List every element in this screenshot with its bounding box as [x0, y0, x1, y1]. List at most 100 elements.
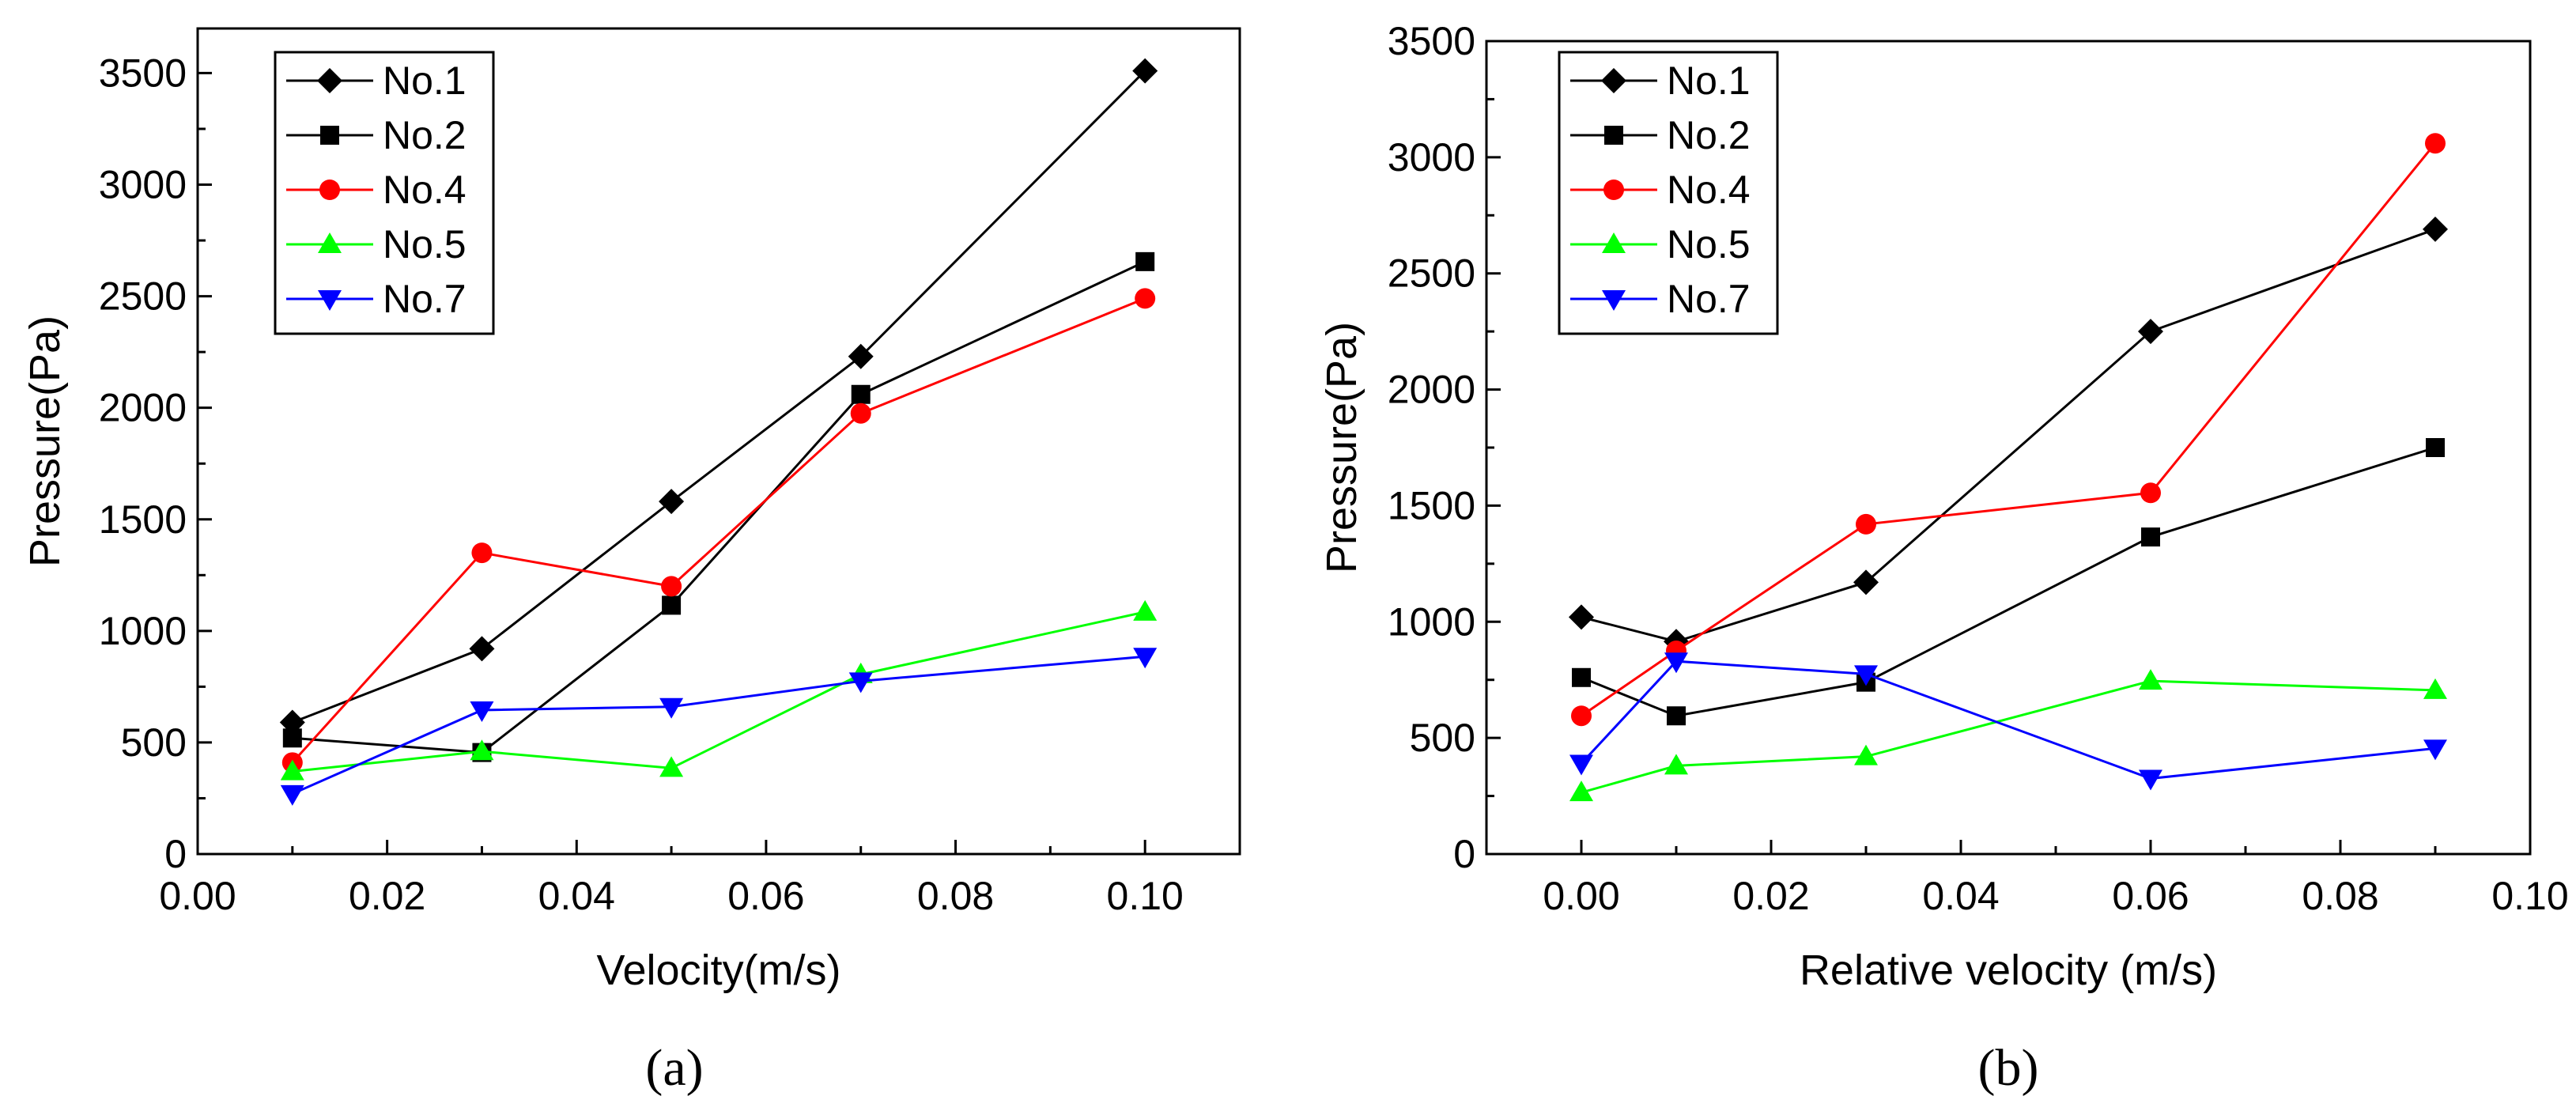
series-line-no4 [291, 297, 1146, 764]
data-point-no2 [851, 384, 871, 404]
y-tick-label: 3000 [1388, 135, 1475, 180]
legend-marker-no2 [320, 126, 339, 145]
series-line-no7 [292, 655, 1146, 796]
series-line-no2 [1581, 446, 2436, 717]
legend-marker-no5 [1602, 232, 1626, 253]
data-point-no1 [1853, 569, 1879, 595]
legend-label-no5: No.5 [383, 222, 466, 266]
data-point-no2 [1135, 251, 1155, 271]
legend-marker-no5 [318, 232, 342, 253]
legend-label-no7: No.7 [383, 277, 466, 321]
plot-frame [196, 27, 1241, 856]
data-point-no2 [2426, 438, 2445, 457]
legend-label-no1: No.1 [1667, 59, 1751, 103]
data-point-no2 [2141, 527, 2160, 547]
x-tick-label: 0.06 [2112, 874, 2189, 918]
data-point-no1 [659, 489, 685, 515]
legend: No.1 No.2 No.4 No.5 No.7 [1558, 51, 1779, 335]
legend-label-no2: No.2 [383, 113, 466, 157]
data-point-no5 [2423, 678, 2447, 699]
data-point-no7 [1664, 652, 1688, 674]
y-tick-label: 2500 [1388, 251, 1475, 296]
x-tick-label: 0.02 [1732, 874, 1809, 918]
x-tick-label: 0.04 [1922, 874, 1999, 918]
data-point-no1 [469, 636, 495, 662]
data-point-no5 [2139, 669, 2162, 690]
legend: No.1 No.2 No.4 No.5 No.7 [274, 51, 495, 335]
data-point-no2 [1572, 667, 1591, 687]
data-point-no7 [1133, 648, 1158, 669]
data-point-no2 [662, 595, 682, 615]
data-point-no7 [1569, 754, 1593, 776]
data-point-no4 [1135, 288, 1156, 309]
data-point-no4 [661, 576, 682, 597]
data-point-no1 [1132, 58, 1158, 84]
data-point-no4 [1571, 705, 1592, 727]
y-axis-label: Pressure(Pa) [21, 316, 69, 567]
x-tick-label: 0.08 [2302, 874, 2378, 918]
data-point-no1 [848, 343, 874, 369]
data-point-no2 [282, 728, 302, 748]
y-tick-label: 2000 [99, 386, 187, 430]
data-point-no5 [280, 759, 304, 780]
y-tick-label: 1000 [1388, 599, 1475, 644]
legend-frame [274, 51, 495, 335]
data-point-no5 [470, 739, 494, 761]
y-axis-label: Pressure(Pa) [1318, 322, 1365, 573]
data-point-no4 [1856, 513, 1876, 535]
panel-a: 0.00 0.02 0.04 0.06 0.08 0.10 0 500 1000 1500 2000… [21, 27, 1241, 1097]
y-tick-label: 0 [164, 832, 187, 876]
panel-caption: (a) [645, 1039, 703, 1097]
data-point-no7 [280, 784, 304, 806]
legend-label-no2: No.2 [1667, 113, 1751, 157]
panel-b: 0.00 0.02 0.04 0.06 0.08 0.10 0 500 1000 1500 2000… [1318, 19, 2569, 1097]
y-tick-label: 3000 [99, 163, 187, 207]
x-tick-label: 0.04 [538, 874, 615, 918]
x-tick-label: 0.00 [159, 874, 236, 918]
legend-marker-no1 [317, 68, 342, 93]
x-tick-label: 0.00 [1543, 874, 1619, 918]
y-tick-label: 3500 [99, 51, 187, 95]
x-tick-label: 0.08 [917, 874, 994, 918]
data-point-no7 [2139, 769, 2162, 791]
legend-label-no1: No.1 [383, 59, 466, 103]
y-tick-label: 3500 [1388, 19, 1475, 63]
x-axis-label: Velocity(m/s) [596, 947, 840, 994]
data-point-no7 [2423, 739, 2447, 761]
data-point-no7 [659, 697, 684, 719]
legend-label-no7: No.7 [1667, 277, 1751, 321]
legend-label-no4: No.4 [1667, 168, 1751, 212]
data-point-no5 [1133, 599, 1158, 621]
data-point-no5 [659, 756, 684, 777]
legend-marker-no1 [1601, 68, 1626, 93]
y-tick-label: 1500 [99, 497, 187, 542]
legend-label-no5: No.5 [1667, 222, 1751, 266]
data-point-no7 [848, 672, 873, 694]
x-tick-label: 0.10 [2491, 874, 2568, 918]
data-point-no5 [1569, 780, 1593, 802]
data-point-no1 [2423, 216, 2448, 242]
data-point-no5 [1664, 754, 1688, 775]
legend-marker-no4 [319, 180, 340, 200]
data-point-no4 [2425, 133, 2446, 154]
data-point-no2 [1667, 706, 1686, 726]
data-point-no1 [2138, 319, 2163, 345]
series-line-no5 [1581, 679, 2436, 794]
legend-label-no4: No.4 [383, 168, 466, 212]
panel-caption: (b) [1978, 1039, 2039, 1097]
series-line-no2 [292, 260, 1146, 754]
data-point-no7 [470, 701, 494, 723]
legend-marker-no4 [1603, 180, 1624, 200]
y-tick-label: 2500 [99, 274, 187, 319]
legend-marker-no2 [1604, 126, 1623, 145]
data-point-no1 [1569, 604, 1594, 630]
y-tick-label: 500 [1410, 716, 1475, 760]
data-point-no4 [850, 403, 871, 424]
data-point-no7 [1854, 665, 1878, 686]
y-tick-label: 1000 [99, 609, 187, 653]
data-point-no5 [1854, 744, 1878, 765]
y-tick-label: 0 [1453, 832, 1475, 876]
x-tick-label: 0.06 [727, 874, 804, 918]
x-tick-label: 0.02 [349, 874, 425, 918]
